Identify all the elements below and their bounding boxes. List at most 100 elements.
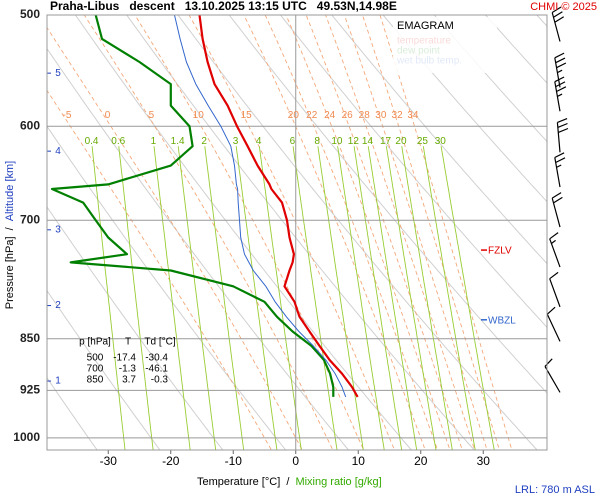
mixing-ratio-label: 10 (331, 136, 343, 147)
moist-adiabat-label: 28 (359, 110, 371, 121)
background-lines (47, 15, 547, 450)
moist-adiabat-label: 24 (324, 110, 336, 121)
mixing-ratio-label: 0.6 (111, 136, 125, 147)
x-tick-label: 30 (477, 454, 491, 468)
mixing-ratio-label: 17 (380, 136, 392, 147)
moist-adiabat-label: 10 (193, 110, 205, 121)
mixing-ratio-label: 14 (362, 136, 374, 147)
mixing-ratio-label: 6 (290, 136, 296, 147)
dry-adiabat (331, 15, 547, 265)
mixing-ratio-label: 0.4 (85, 136, 99, 147)
moist-adiabat (47, 26, 303, 450)
mixing-ratio-line (401, 146, 453, 450)
mixing-ratio-label: 12 (348, 136, 360, 147)
x-axis-label-secondary: Mixing ratio [g/kg] (295, 476, 381, 488)
mixing-ratio-label: 25 (417, 136, 429, 147)
moist-adiabat-label: -5 (63, 110, 72, 121)
altitude-label: 4 (55, 146, 61, 157)
x-tick-label: 0 (292, 454, 299, 468)
moist-adiabat (47, 89, 272, 450)
moist-adiabat (134, 15, 365, 450)
plot-frame (46, 14, 548, 451)
x-tick-label: -30 (100, 454, 118, 468)
mixing-ratio-line (153, 146, 191, 450)
wind-barb (546, 306, 561, 342)
x-tick-label: -10 (225, 454, 243, 468)
altitude-label: 1 (55, 376, 61, 387)
moist-adiabat (285, 15, 451, 450)
level-label: WBZL (488, 315, 516, 326)
dry-adiabat (47, 376, 98, 450)
moist-adiabat-label: 0 (105, 110, 111, 121)
dry-adiabat (47, 206, 224, 450)
x-tick-label: 10 (352, 454, 366, 468)
mixing-ratio-label: 2 (201, 136, 207, 147)
wind-barb (549, 271, 561, 308)
y-tick-label: 925 (20, 383, 40, 397)
y-tick-label: 600 (20, 118, 40, 132)
dry-adiabat (74, 15, 412, 450)
moist-adiabat-label: 15 (241, 110, 253, 121)
moist-adiabat-label: 22 (306, 110, 318, 121)
wind-barb (556, 118, 569, 153)
x-tick-label: 20 (414, 454, 428, 468)
table-cell: -1.3 (119, 364, 137, 375)
moist-adiabat (325, 15, 476, 450)
table-cell: -46.1 (145, 364, 168, 375)
dry-adiabat (47, 289, 161, 450)
moist-adiabat (243, 15, 426, 450)
y-axis-title: Pressure [hPa] / Altitude [km] (4, 161, 16, 309)
dry-adiabat (382, 15, 547, 203)
table-header: p [hPa] (79, 337, 111, 348)
wind-barb (554, 152, 566, 188)
mixing-ratio-label: 1 (151, 136, 157, 147)
mixing-ratio-label: 1.4 (171, 136, 185, 147)
mixing-ratio-line (177, 146, 217, 450)
level-label: FZLV (488, 246, 512, 257)
mixing-ratio-label: 20 (395, 136, 407, 147)
table-cell: 700 (87, 364, 104, 375)
table-header: Td [°C] (144, 337, 175, 348)
altitude-label: 5 (55, 68, 61, 79)
y-tick-label: 1000 (13, 430, 40, 444)
mixing-ratio-line (440, 146, 495, 450)
mixing-ratio-line (422, 146, 476, 450)
mixing-ratio-label: 30 (435, 136, 447, 147)
profile-line (174, 15, 347, 398)
dry-adiabat (126, 15, 475, 450)
footer: LRL: 780 m ASL (515, 484, 595, 496)
moist-adiabat (83, 15, 334, 450)
mixing-ratio-line (204, 146, 245, 450)
legend-box (393, 17, 497, 73)
table-cell: -30.4 (145, 353, 168, 364)
copyright: CHMI © 2025 (530, 1, 597, 13)
profiles (50, 15, 359, 398)
mixing-ratio-line (235, 146, 278, 450)
mixing-ratio-line (385, 146, 437, 450)
dry-adiabat (433, 15, 547, 143)
moist-adiabat (305, 15, 463, 450)
moist-adiabat-label: 26 (342, 110, 354, 121)
dry-adiabat (47, 47, 350, 450)
mixing-ratio-line (91, 146, 126, 450)
table-cell: -17.4 (113, 353, 136, 364)
wind-barb (551, 6, 565, 42)
y-axis-label: Pressure [hPa] / (4, 226, 16, 309)
x-axis-label: Temperature [°C] / (197, 476, 290, 488)
mixing-ratio-label: 4 (256, 136, 262, 147)
profile-line (50, 15, 335, 397)
legend-title: EMAGRAM (397, 20, 454, 32)
wind-barb (549, 232, 561, 268)
moist-adiabat-label: 34 (407, 110, 419, 121)
mixing-ratio-line (367, 146, 418, 450)
y-axis-label-secondary: Altitude [km] (4, 161, 16, 222)
moist-adiabat-label: 5 (149, 110, 155, 121)
table-cell: 3.7 (122, 375, 136, 386)
moist-adiabat-label: 30 (375, 110, 387, 121)
mixing-ratio-line (337, 146, 385, 450)
table-cell: 500 (87, 353, 104, 364)
mixing-ratio-line (353, 146, 403, 450)
x-tick-label: -20 (162, 454, 180, 468)
table-cell: -0.3 (151, 375, 169, 386)
